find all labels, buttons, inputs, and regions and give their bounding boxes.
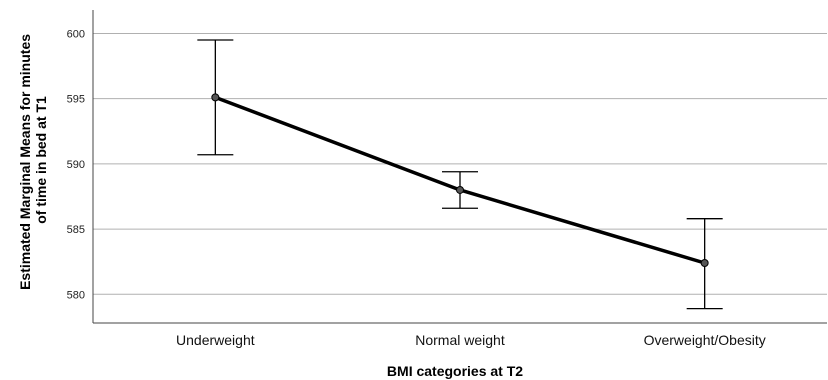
y-tick-label: 600 — [67, 28, 85, 40]
y-axis-ticks: 580 585 590 595 600 — [67, 28, 85, 301]
grid-lines — [93, 32, 827, 295]
y-axis-title-line-2: of time in bed at T1 — [33, 96, 49, 224]
y-tick-label: 590 — [67, 159, 85, 171]
x-category-label: Underweight — [176, 332, 255, 348]
x-category-label: Normal weight — [415, 332, 505, 348]
data-point — [211, 93, 220, 102]
y-axis-title: Estimated Marginal Means for minutes of … — [17, 30, 49, 290]
y-tick-label: 580 — [67, 289, 85, 301]
data-points — [211, 93, 709, 268]
y-tick-label: 595 — [67, 94, 85, 106]
data-point — [456, 185, 464, 194]
x-axis-categories: Underweight Normal weight Overweight/Obesi… — [176, 332, 766, 348]
x-category-label: Overweight/Obesity — [644, 332, 766, 348]
x-axis-title: BMI categories at T2 — [387, 363, 523, 379]
y-axis-title-line-1: Estimated Marginal Means for minutes — [17, 34, 33, 290]
data-point — [700, 259, 709, 268]
error-bars — [197, 39, 723, 310]
y-tick-label: 585 — [67, 224, 85, 236]
